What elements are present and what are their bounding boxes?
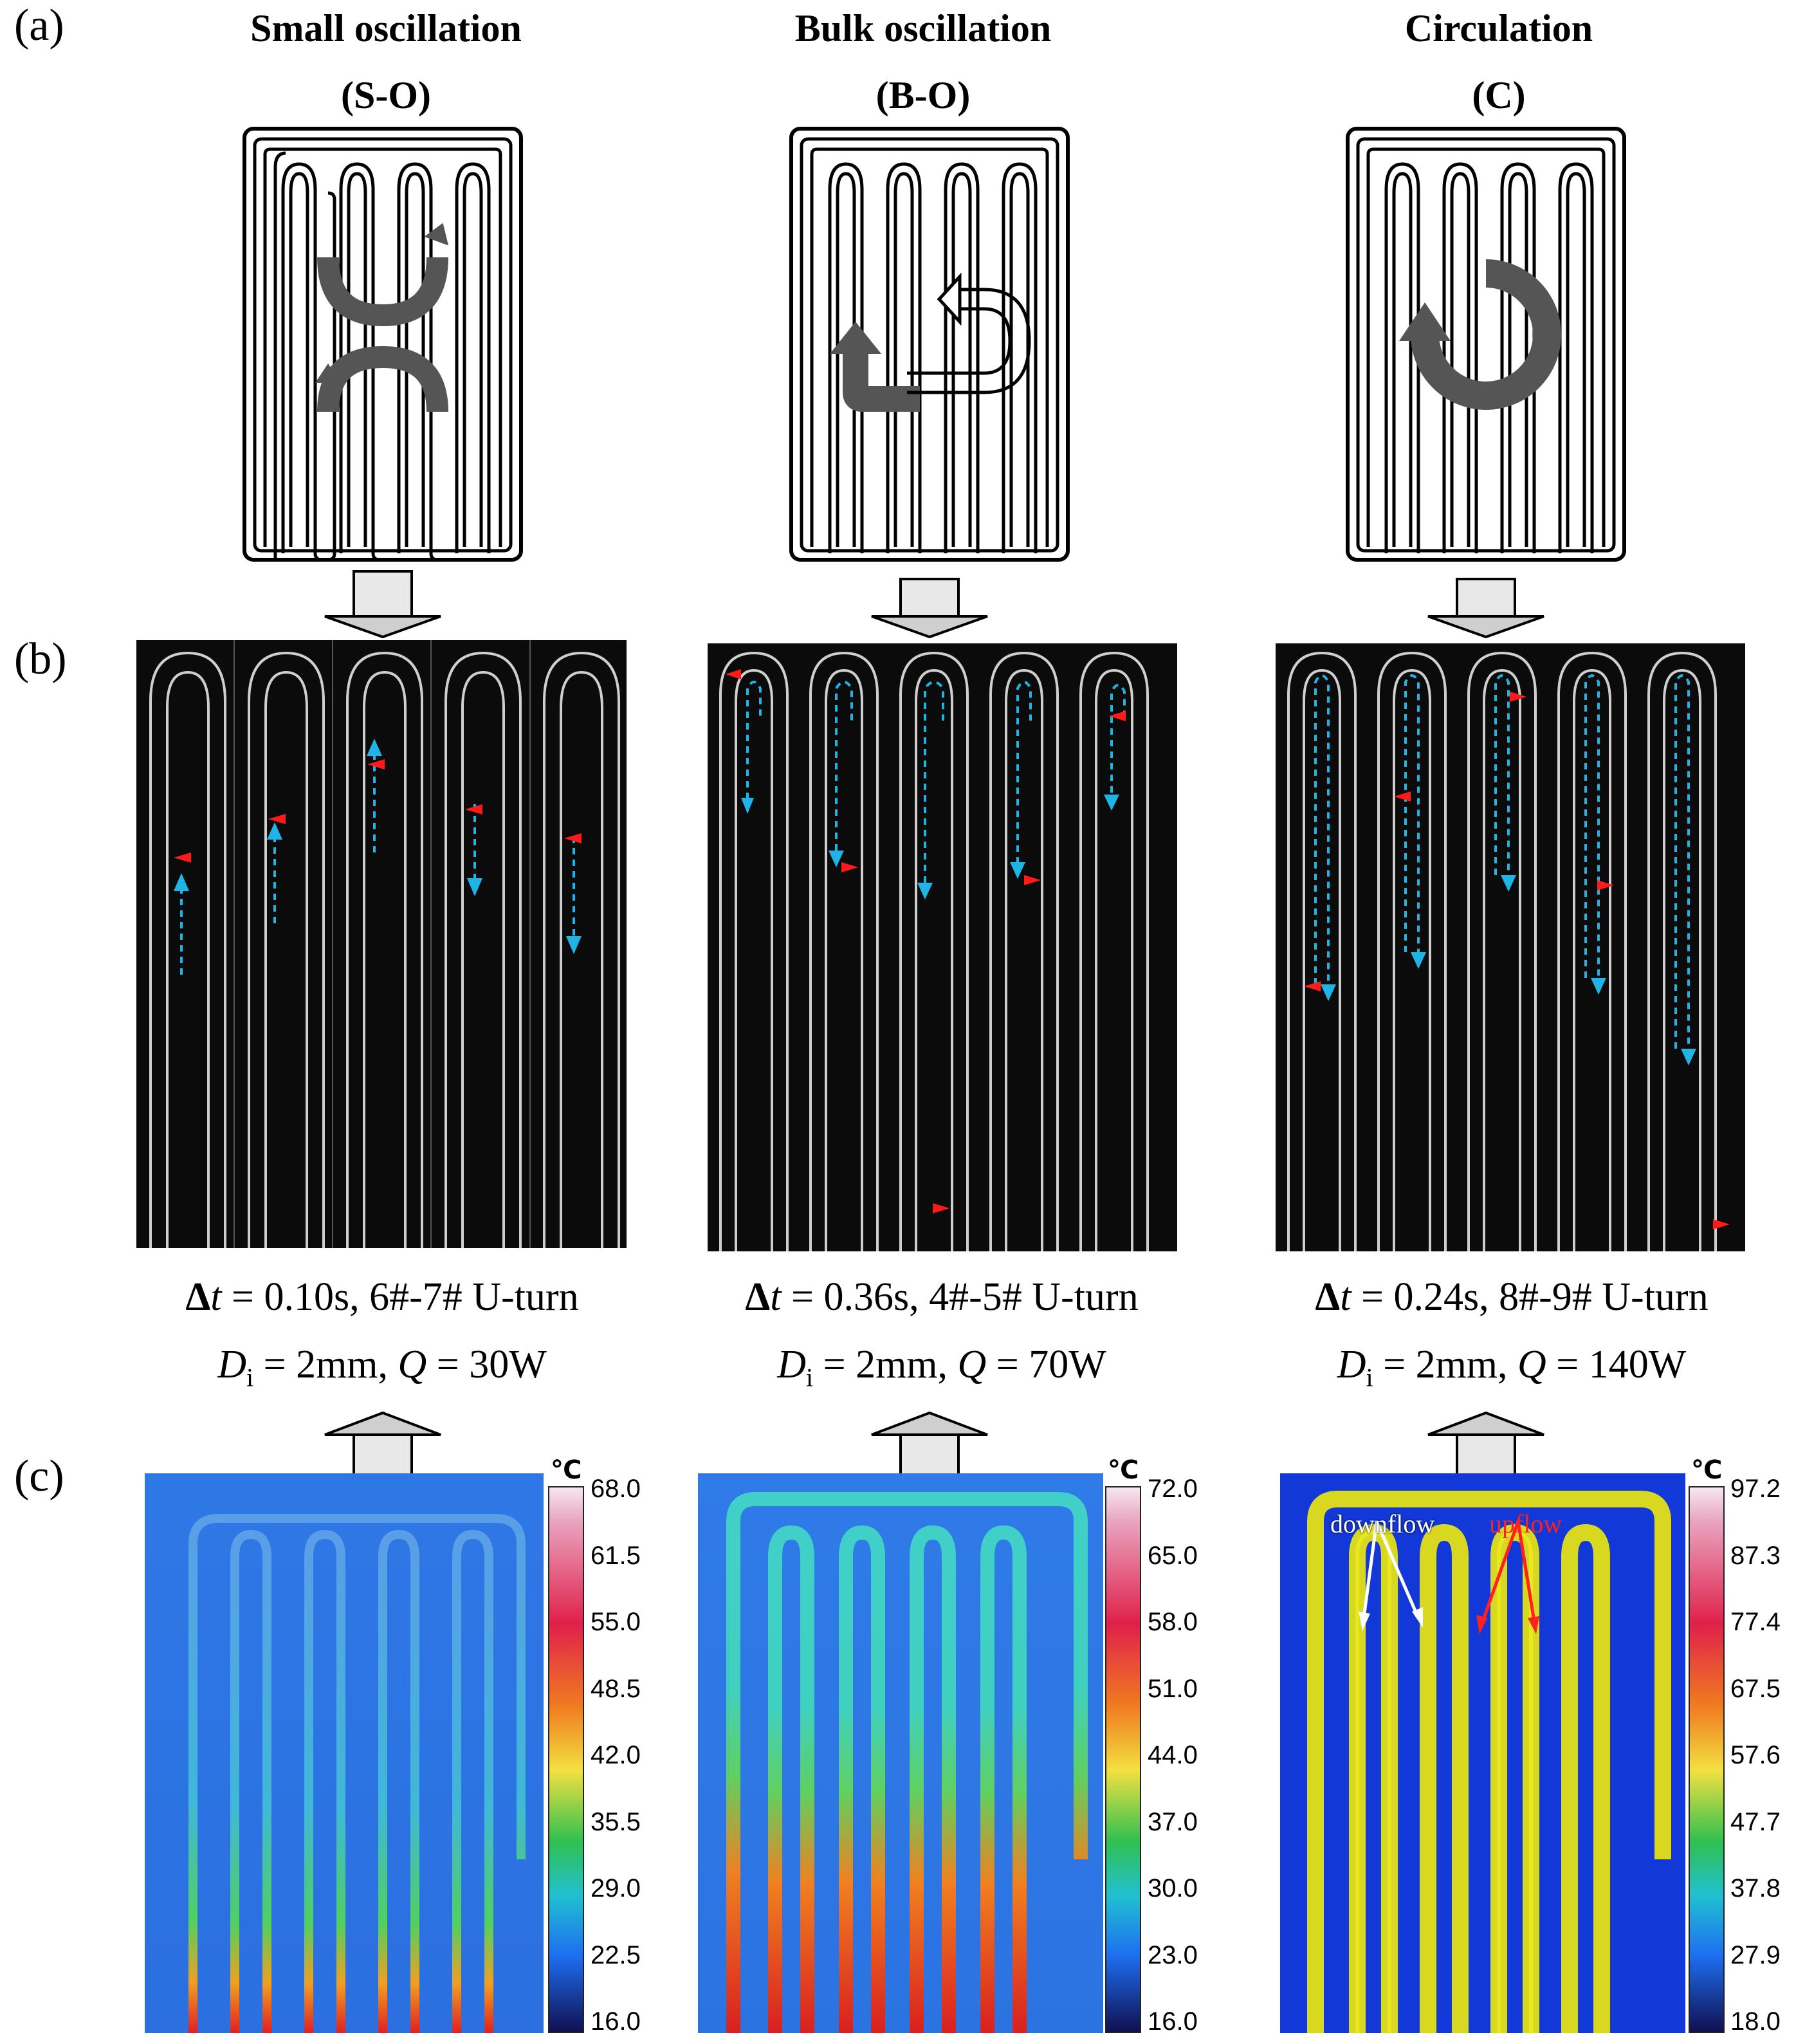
title-small-oscillation: Small oscillation [250,7,522,50]
panel-label-c: (c) [14,1451,64,1501]
colorbar-tick: 42.0 [591,1741,641,1769]
colorbar-so [548,1486,584,2033]
caption-di-so: Di = 2mm, Q = 30W [217,1343,547,1392]
serpentine-bo [789,127,1070,562]
title-circulation: Circulation [1404,7,1593,50]
colorbar-tick: 22.5 [591,1940,641,1969]
colorbar-tick: 44.0 [1148,1741,1198,1769]
colorbar-tick: 87.3 [1730,1541,1781,1570]
abbr-so: (S-O) [341,74,431,116]
photo-so [136,640,627,1248]
colorbar-tick: 29.0 [591,1874,641,1902]
caption-di-bo: Di = 2mm, Q = 70W [777,1343,1106,1392]
colorbar-tick: 35.5 [591,1807,641,1836]
colorbar-tick: 68.0 [591,1475,641,1503]
colorbar-bo [1105,1486,1141,2033]
colorbar-tick: 55.0 [591,1608,641,1636]
abbr-bo: (B-O) [875,74,971,116]
colorbar-tick: 37.0 [1148,1807,1198,1836]
colorbar-tick: 27.9 [1730,1940,1781,1969]
colorbar-tick: 65.0 [1148,1541,1198,1570]
serpentine-so [243,127,523,562]
arrow-up-c [1427,1411,1544,1481]
serpentine-c [1346,127,1626,562]
colorbar-tick: 16.0 [591,2007,641,2036]
arrow-down-so [324,570,441,639]
photo-bo [708,643,1177,1251]
thermal-so [145,1473,544,2033]
colorbar-unit-so: ℃ [551,1456,582,1484]
colorbar-tick: 58.0 [1148,1608,1198,1636]
arrow-up-so [324,1411,441,1481]
colorbar-tick: 18.0 [1730,2007,1781,2036]
colorbar-tick: 97.2 [1730,1475,1781,1503]
arrow-down-bo [871,578,988,639]
panel-label-b: (b) [14,634,67,684]
colorbar-tick: 61.5 [591,1541,641,1570]
panel-label-a: (a) [14,1,64,50]
colorbar-tick: 77.4 [1730,1608,1781,1636]
title-bulk-oscillation: Bulk oscillation [794,7,1052,50]
colorbar-tick: 51.0 [1148,1674,1198,1703]
colorbar-unit-c: ℃ [1691,1456,1723,1484]
caption-dt-c: Δt = 0.24s, 8#-9# U-turn [1315,1275,1709,1319]
abbr-c: (C) [1472,74,1526,116]
arrow-down-c [1427,578,1544,639]
colorbar-tick: 47.7 [1730,1807,1781,1836]
colorbar-tick: 72.0 [1148,1475,1198,1503]
schematics-layer [243,127,1626,639]
arrow-up-bo [871,1411,988,1481]
thermal-c: downflow upflow [1280,1473,1685,2033]
photo-c [1276,643,1745,1251]
caption-di-c: Di = 2mm, Q = 140W [1337,1343,1687,1392]
caption-dt-so: Δt = 0.10s, 6#-7# U-turn [185,1275,579,1319]
label-downflow: downflow [1330,1509,1435,1538]
colorbar-tick: 23.0 [1148,1940,1198,1969]
colorbar-tick: 48.5 [591,1674,641,1703]
colorbar-tick: 30.0 [1148,1874,1198,1902]
colorbar-unit-bo: ℃ [1108,1456,1139,1484]
colorbar-tick: 37.8 [1730,1874,1781,1902]
colorbar-tick: 67.5 [1730,1674,1781,1703]
thermal-bo [698,1473,1103,2033]
label-upflow: upflow [1489,1509,1562,1538]
colorbar-c [1689,1486,1725,2033]
colorbar-tick: 57.6 [1730,1741,1781,1769]
colorbar-tick: 16.0 [1148,2007,1198,2036]
caption-dt-bo: Δt = 0.36s, 4#-5# U-turn [745,1275,1139,1319]
